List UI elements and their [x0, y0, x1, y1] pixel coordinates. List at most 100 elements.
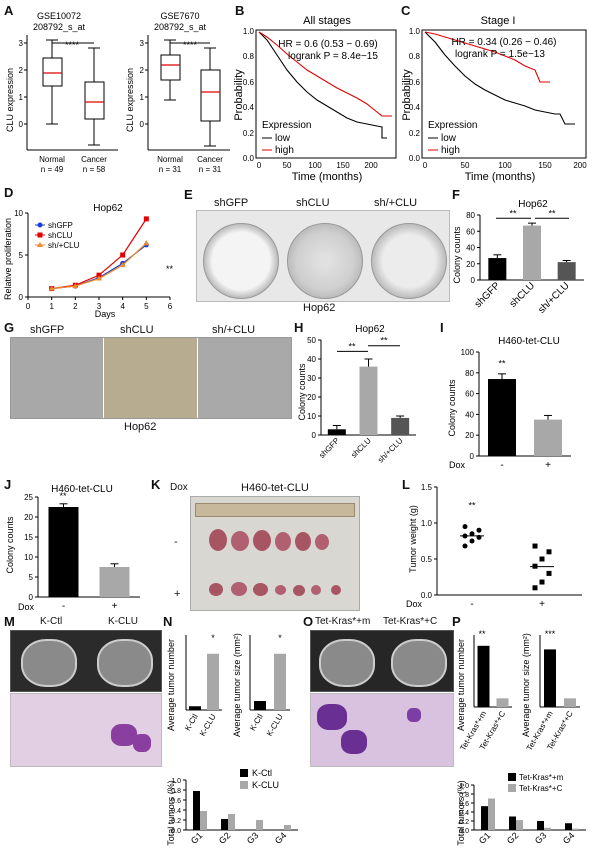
category-label: G3: [245, 830, 261, 846]
c-title: Stage I: [481, 15, 516, 27]
g-field-shclu: [104, 338, 198, 418]
panel-label-d: D: [4, 185, 14, 200]
b-legend-high: high: [275, 145, 294, 156]
sig-label: **: [498, 359, 506, 369]
svg-text:0.0: 0.0: [243, 154, 255, 163]
svg-text:150: 150: [336, 161, 350, 170]
svg-text:100: 100: [308, 161, 322, 170]
data-point: [476, 534, 482, 540]
d-sig: **: [166, 264, 174, 274]
category-label: K-Ctl: [183, 712, 200, 732]
g-label-2: sh/+CLU: [212, 324, 256, 336]
p-ylabel3: Total tumors (%): [456, 780, 466, 846]
m-label-1: K-CLU: [108, 616, 139, 627]
svg-text:50: 50: [461, 161, 470, 170]
panel-label-g: G: [4, 320, 15, 335]
panel-label-m: M: [4, 614, 15, 629]
e-plate-shgfp: [203, 223, 279, 299]
svg-text:1: 1: [19, 93, 24, 102]
y-tick-label: 5: [19, 251, 24, 260]
panel-a-boxplots: GSE10072 208792_s_at CLU expression 0 1 …: [5, 11, 230, 174]
series-line: [51, 244, 147, 290]
bar: [509, 816, 516, 830]
sig-label: **: [468, 501, 476, 511]
h-title: Hop62: [355, 324, 385, 335]
x-tick-label: 1: [49, 302, 54, 311]
svg-text:0.0: 0.0: [409, 154, 421, 163]
c-legend-low: low: [441, 133, 457, 144]
e-caption: Hop62: [303, 302, 336, 314]
m-histology-lesion: [133, 734, 151, 752]
g-caption: Hop62: [124, 421, 157, 433]
y-tick-label: 10: [24, 553, 33, 562]
y-tick-label: 0.0: [171, 828, 181, 835]
data-point: [532, 563, 538, 569]
y-tick-label: 40: [466, 244, 475, 253]
bar: [48, 507, 79, 597]
data-point: [476, 527, 482, 533]
a-left-cat1: Normal: [39, 155, 65, 164]
e-plate-shclu-rescue: [371, 223, 447, 299]
x-tick-label: 5: [144, 302, 149, 311]
k-tumor: [295, 532, 311, 551]
category-label: +: [545, 460, 551, 471]
k-tumor: [209, 583, 223, 596]
data-point: [96, 275, 102, 281]
p-legend-0: Tet-Kras*+m: [519, 773, 564, 782]
bar: [99, 567, 130, 597]
svg-text:0.6: 0.6: [409, 78, 421, 87]
bar: [534, 419, 562, 456]
panel-m-ct-photo: [10, 630, 162, 692]
category-label: shGFP: [473, 280, 503, 310]
bar: [221, 819, 228, 830]
panel-d-line-chart: Hop62 Relative proliferation Days ** 0 5 1…: [3, 203, 174, 319]
p-legend-1: Tet-Kras*+C: [519, 784, 563, 793]
o-histology-lesion: [341, 730, 367, 754]
m-ct-ctl: [21, 639, 77, 687]
data-point: [120, 252, 126, 258]
data-point: [532, 585, 538, 591]
svg-text:3: 3: [140, 39, 145, 48]
svg-text:0.8: 0.8: [409, 52, 421, 61]
category-label: -: [500, 460, 503, 471]
y-tick-label: 0.5: [421, 555, 433, 564]
category-label: -: [470, 599, 473, 610]
panel-label-n: N: [163, 614, 173, 629]
y-tick-label: 20: [307, 393, 316, 402]
sig-label: **: [348, 341, 356, 351]
y-tick-label: 5: [29, 573, 34, 582]
a-right-title1: GSE7670: [160, 11, 199, 21]
a-ylabel-right: CLU expression: [125, 68, 135, 132]
svg-text:0.4: 0.4: [243, 103, 255, 112]
a-right-ticks: 0 1 2 3: [140, 39, 148, 129]
category-label: shGFP: [317, 436, 341, 460]
data-point: [96, 272, 102, 278]
b-legend-low: low: [275, 133, 291, 144]
p-ylabel2a: Average tumor size (mm²): [521, 633, 531, 737]
l-dox: Dox: [406, 599, 423, 609]
bar: [488, 798, 495, 830]
panel-label-a: A: [4, 3, 14, 18]
f-title: Hop62: [518, 199, 548, 210]
svg-text:0: 0: [257, 161, 262, 170]
k-tumor: [311, 585, 321, 595]
category-label: shCLU: [508, 280, 537, 309]
category-label: sh/+CLU: [376, 436, 405, 465]
y-tick-label: 1.0: [459, 783, 469, 790]
k-tumor: [231, 582, 247, 596]
y-tick-label: 80: [465, 369, 474, 378]
x-tick-label: 0: [26, 302, 31, 311]
o-label-0: Tet-Kras*+m: [315, 616, 371, 627]
svg-text:200: 200: [573, 161, 587, 170]
a-right-n1: n = 31: [159, 165, 182, 174]
i-ylabel: Colony counts: [447, 379, 457, 437]
y-tick-label: 20: [24, 513, 33, 522]
category-label: K-CLU: [198, 712, 218, 737]
j-dox: Dox: [18, 602, 35, 612]
sig-label: *: [278, 633, 282, 643]
c-curve-high: [424, 31, 550, 83]
y-tick-label: 0.4: [171, 808, 181, 815]
data-point: [462, 533, 468, 539]
data-point: [143, 240, 150, 246]
y-tick-label: 0.8: [459, 792, 469, 799]
